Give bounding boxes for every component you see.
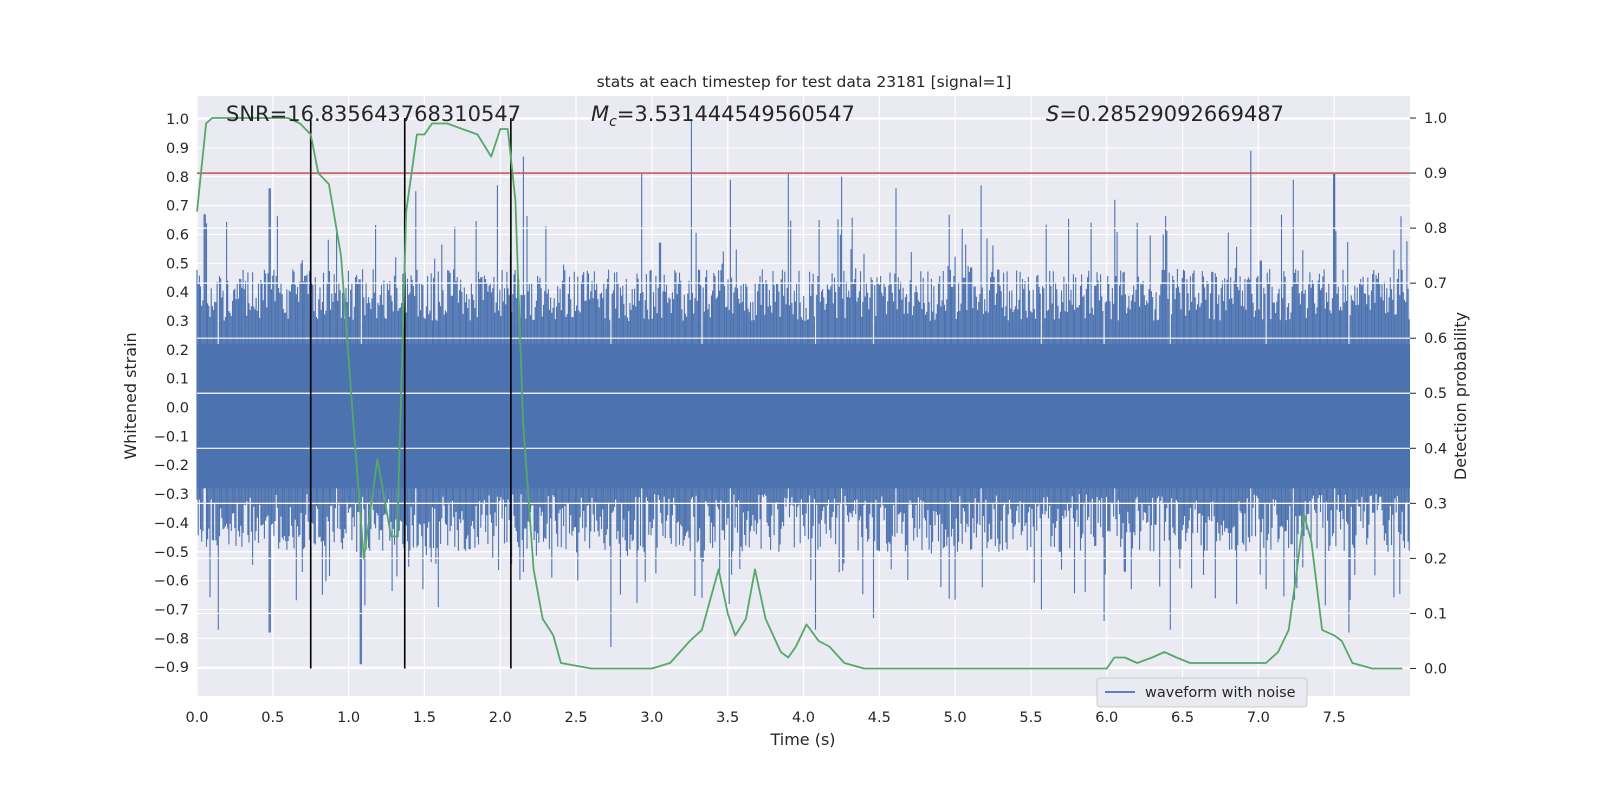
- y-tick-label-left: −0.7: [154, 602, 189, 618]
- y-tick-label-left: 0.5: [166, 256, 189, 272]
- x-tick-label: 7.0: [1247, 710, 1270, 726]
- legend-entry: waveform with noise: [1145, 685, 1296, 701]
- x-axis-ticks: 0.0 0.5 1.0 1.5 2.0 2.5 3.0 3.5 4.0 4.5 5.0 5.5 6.0 6…: [185, 710, 1345, 726]
- annotations: SNR=16.835643768310547 Mc=3.531444549560…: [226, 102, 1284, 130]
- y-axis-label-left: Whitened strain: [121, 332, 140, 459]
- y-tick-label-left: 0.7: [166, 199, 189, 215]
- x-tick-label: 1.0: [337, 710, 360, 726]
- snr-annotation: SNR=16.835643768310547: [226, 102, 521, 126]
- y-axis-ticks-right: 1.0 0.9 0.8 0.7 0.6 0.5 0.4 0.3 0.2 0.1 0.0: [1410, 111, 1447, 677]
- y-tick-label-left: −0.9: [154, 660, 189, 676]
- x-tick-label: 3.5: [716, 710, 739, 726]
- y-tick-label-right: 0.0: [1424, 661, 1447, 677]
- y-tick-label-right: 1.0: [1424, 111, 1447, 127]
- y-tick-label-right: 0.7: [1424, 276, 1447, 292]
- y-tick-label-left: −0.2: [154, 458, 189, 474]
- y-tick-label-left: 0.6: [166, 227, 189, 243]
- y-tick-label-right: 0.4: [1424, 441, 1447, 457]
- y-tick-label-left: −0.3: [154, 487, 189, 503]
- y-tick-label-right: 0.6: [1424, 331, 1447, 347]
- y-tick-label-left: 1.0: [166, 112, 189, 128]
- detection-probability-line: [196, 117, 1403, 670]
- x-tick-label: 6.0: [1095, 710, 1118, 726]
- y-tick-label-left: −0.1: [154, 429, 189, 445]
- s-symbol: S: [1046, 102, 1059, 126]
- mc-value: =3.531444549560547: [617, 102, 855, 126]
- y-tick-label-left: −0.4: [154, 516, 189, 532]
- y-tick-label-left: 0.3: [166, 314, 189, 330]
- x-axis-label: Time (s): [769, 730, 835, 749]
- y-axis-ticks-left: 1.0 0.9 0.8 0.7 0.6 0.5 0.4 0.3 0.2 0.1 0.0 −0.1 −0.…: [154, 112, 189, 676]
- y-tick-label-left: −0.8: [154, 631, 189, 647]
- y-tick-label-right: 0.3: [1424, 496, 1447, 512]
- mc-annotation: Mc=3.531444549560547: [591, 102, 855, 130]
- x-tick-label: 2.0: [489, 710, 512, 726]
- marker-lines: [309, 118, 512, 669]
- s-annotation: S=0.28529092669487: [1046, 102, 1284, 126]
- x-tick-label: 0.0: [185, 710, 208, 726]
- mc-subscript: c: [609, 114, 617, 130]
- x-tick-label: 4.5: [868, 710, 891, 726]
- y-tick-label-left: 0.2: [166, 343, 189, 359]
- x-tick-label: 0.5: [261, 710, 284, 726]
- x-tick-label: 5.0: [944, 710, 967, 726]
- y-tick-label-left: −0.6: [154, 574, 189, 590]
- y-tick-label-right: 0.5: [1424, 386, 1447, 402]
- mc-symbol: M: [591, 102, 609, 126]
- x-tick-label: 3.0: [640, 710, 663, 726]
- y-axis-label-right: Detection probability: [1451, 312, 1470, 480]
- x-tick-label: 5.5: [1019, 710, 1042, 726]
- s-value: =0.28529092669487: [1059, 102, 1284, 126]
- y-tick-label-right: 0.9: [1424, 166, 1447, 182]
- y-tick-label-left: 0.9: [166, 141, 189, 157]
- y-tick-label-right: 0.1: [1424, 606, 1447, 622]
- x-tick-label: 7.5: [1323, 710, 1346, 726]
- x-tick-label: 6.5: [1171, 710, 1194, 726]
- legend: waveform with noise: [1096, 677, 1308, 708]
- x-tick-label: 4.0: [792, 710, 815, 726]
- x-tick-label: 1.5: [413, 710, 436, 726]
- y-tick-label-left: 0.0: [166, 401, 189, 417]
- y-tick-label-right: 0.2: [1424, 551, 1447, 567]
- chart-title: stats at each timestep for test data 231…: [597, 73, 1012, 91]
- y-tick-label-left: 0.1: [166, 372, 189, 388]
- legend-box: [1096, 677, 1308, 708]
- y-tick-label-left: 0.4: [166, 285, 189, 301]
- y-tick-label-left: −0.5: [154, 545, 189, 561]
- x-tick-label: 2.5: [565, 710, 588, 726]
- y-tick-label-left: 0.8: [166, 170, 189, 186]
- y-tick-label-right: 0.8: [1424, 221, 1447, 237]
